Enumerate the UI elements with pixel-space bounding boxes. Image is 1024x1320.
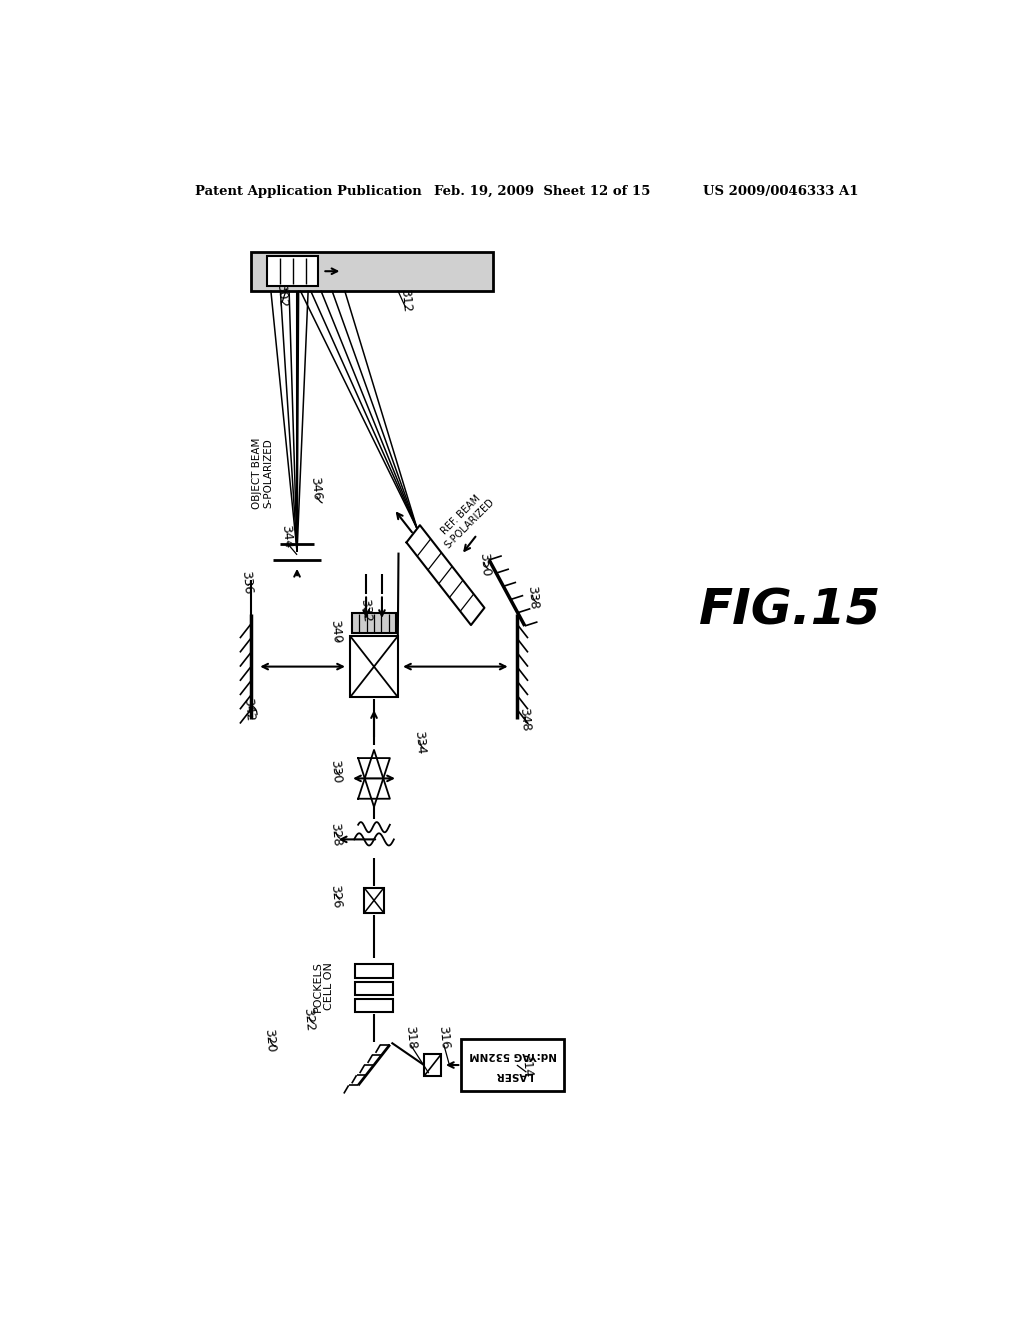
Text: 334: 334: [413, 730, 428, 755]
Text: 320: 320: [262, 1028, 278, 1053]
Text: 302: 302: [274, 284, 290, 308]
Text: 342: 342: [241, 697, 256, 722]
Text: LASER: LASER: [495, 1071, 531, 1080]
Text: Nd:YAG 532NM: Nd:YAG 532NM: [469, 1049, 557, 1060]
Bar: [365, 888, 384, 912]
Bar: [355, 982, 393, 995]
Text: REF. BEAM
S-POLARIZED: REF. BEAM S-POLARIZED: [434, 488, 497, 550]
Bar: [350, 636, 397, 697]
Text: Feb. 19, 2009  Sheet 12 of 15: Feb. 19, 2009 Sheet 12 of 15: [433, 185, 650, 198]
Text: 346: 346: [308, 477, 324, 502]
Bar: [267, 256, 318, 286]
Text: US 2009/0046333 A1: US 2009/0046333 A1: [703, 185, 859, 198]
Text: 330: 330: [329, 759, 343, 784]
Text: 328: 328: [329, 822, 343, 846]
Text: 348: 348: [517, 708, 532, 731]
Text: OBJECT BEAM
S-POLARIZED: OBJECT BEAM S-POLARIZED: [252, 438, 273, 510]
Text: 350: 350: [477, 553, 492, 577]
Bar: [352, 612, 396, 634]
Text: 344: 344: [280, 524, 294, 549]
Bar: [355, 999, 393, 1012]
Bar: [355, 965, 393, 978]
Text: 336: 336: [239, 570, 254, 594]
Bar: [461, 1039, 564, 1092]
Text: 316: 316: [436, 1026, 452, 1049]
Text: 340: 340: [329, 619, 343, 643]
Bar: [424, 1053, 441, 1076]
Text: POCKELS
CELL ON: POCKELS CELL ON: [312, 961, 334, 1011]
Text: FIG.15: FIG.15: [699, 586, 882, 635]
Text: 312: 312: [398, 288, 414, 313]
Text: Patent Application Publication: Patent Application Publication: [196, 185, 422, 198]
Text: 332: 332: [357, 598, 373, 623]
Bar: [251, 252, 493, 290]
Text: 326: 326: [329, 884, 343, 908]
Text: 322: 322: [301, 1007, 316, 1032]
Text: 314: 314: [519, 1052, 534, 1077]
Text: 318: 318: [403, 1026, 418, 1049]
Text: 338: 338: [525, 585, 541, 610]
